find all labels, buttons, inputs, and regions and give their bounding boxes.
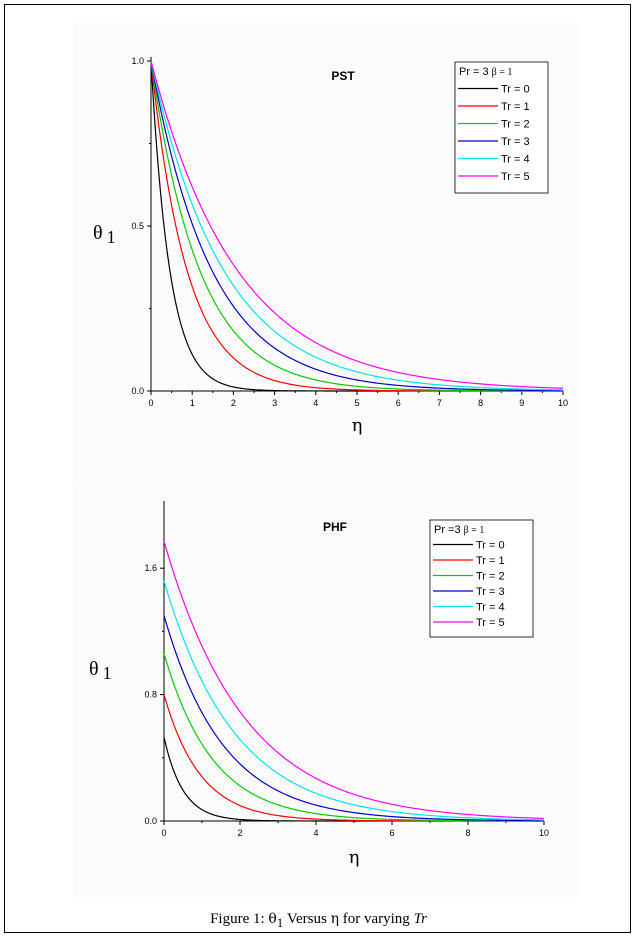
legend-label: Tr = 1	[476, 555, 505, 567]
legend-box	[429, 519, 534, 638]
legend-label: Tr = 3	[476, 586, 505, 598]
x-tick-label: 2	[237, 828, 242, 838]
chart-title: PHF	[323, 520, 347, 534]
y-tick-label: 0.5	[131, 221, 144, 231]
legend-label: Tr = 0	[476, 540, 505, 552]
series-line-4	[150, 60, 564, 391]
figure-caption: Figure 1: θ1 Versus η for varying Tr	[5, 911, 632, 931]
series-line-0	[163, 737, 544, 822]
x-tick-label: 3	[272, 398, 277, 408]
caption-tr: Tr	[413, 911, 427, 927]
series-line-2	[163, 653, 544, 822]
series-line-5	[163, 541, 545, 820]
x-tick-label: 4	[313, 398, 318, 408]
x-tick-label: 1	[190, 398, 195, 408]
y-tick-label: 0.8	[144, 690, 157, 700]
series-line-2	[150, 60, 563, 392]
x-tick-label: 0	[148, 398, 153, 408]
chart-title: PST	[331, 69, 355, 83]
x-tick-label: 10	[558, 398, 568, 408]
caption-prefix: Figure 1:	[210, 911, 265, 927]
x-tick-label: 4	[313, 828, 318, 838]
caption-theta-sub: 1	[276, 916, 284, 930]
legend-label: Tr = 1	[501, 101, 530, 113]
y-tick-label: 1.0	[131, 56, 144, 66]
series-line-4	[163, 580, 545, 821]
phf-chart: 0 2 4 6 8 10 0.0 0.8 1.6 θ 1 η PHF Pr =3 β = 1 Tr = 0 Tr…	[89, 501, 549, 868]
series-line-3	[150, 60, 564, 392]
y-tick-label: 0.0	[144, 816, 157, 826]
caption-eta: η	[330, 911, 339, 927]
caption-theta: θ	[268, 911, 277, 927]
x-tick-label: 2	[231, 398, 236, 408]
legend-label: Tr = 2	[501, 119, 530, 131]
chart-panel-phf: 0 2 4 6 8 10 0.0 0.8 1.6 θ 1 η PHF Pr =3 β = 1 Tr = 0 Tr…	[73, 487, 579, 897]
x-tick-label: 6	[396, 398, 401, 408]
x-axis-label: η	[352, 415, 363, 436]
x-tick-label: 6	[389, 828, 394, 838]
legend-header: Pr =3 β = 1	[434, 524, 484, 536]
legend: Pr =3 β = 1 Tr = 0 Tr = 1 Tr = 2 Tr = 3 Tr = 4…	[429, 519, 534, 638]
caption-for-varying: for varying	[339, 911, 414, 927]
series-line-5	[150, 60, 564, 389]
y-tick-label: 1.6	[144, 563, 157, 573]
legend-label: Tr = 5	[476, 617, 505, 629]
x-tick-label: 8	[478, 398, 483, 408]
x-tick-label: 8	[465, 828, 470, 838]
legend-label: Tr = 5	[501, 171, 530, 183]
y-tick-label: 0.0	[131, 386, 144, 396]
x-tick-label: 5	[354, 398, 359, 408]
legend-label: Tr = 2	[476, 571, 505, 583]
caption-versus: Versus	[283, 911, 331, 927]
x-tick-label: 7	[437, 398, 442, 408]
x-tick-label: 0	[161, 828, 166, 838]
series-line-3	[163, 615, 545, 822]
x-tick-label: 9	[519, 398, 524, 408]
legend-label: Tr = 0	[501, 84, 530, 96]
legend-label: Tr = 4	[476, 602, 505, 614]
legend-box	[454, 61, 549, 194]
legend-label: Tr = 4	[501, 154, 530, 166]
legend-label: Tr = 3	[501, 136, 530, 148]
x-tick-label: 10	[539, 828, 549, 838]
x-axis-label: η	[349, 847, 360, 868]
